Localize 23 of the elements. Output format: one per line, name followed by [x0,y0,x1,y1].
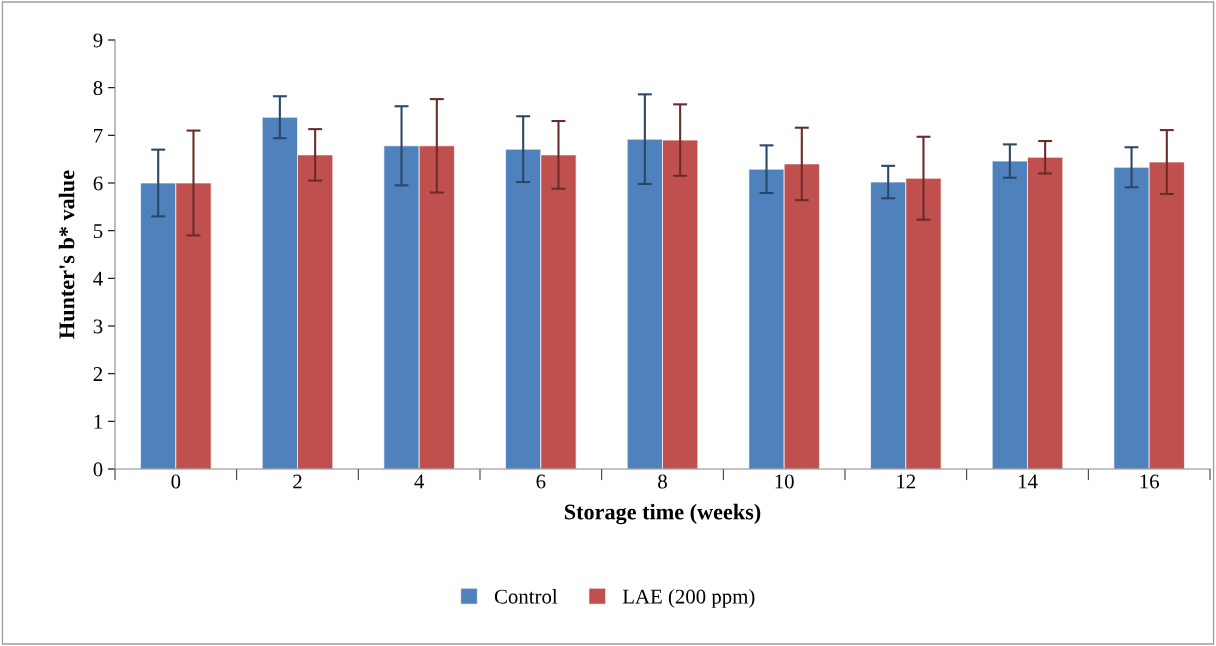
y-tick-label: 9 [93,33,103,48]
y-axis-title: Hunter's b* value [58,170,75,339]
y-tick-label: 5 [93,224,103,239]
y-tick-label: 3 [93,319,103,334]
x-tick-label: 12 [897,474,916,489]
y-tick-label: 8 [93,81,103,96]
y-tick-label: 2 [93,367,103,381]
x-tick-label: 16 [1140,474,1159,489]
y-tick-label: 1 [94,414,102,429]
x-tick-label: 8 [658,474,667,489]
x-tick-label: 4 [414,474,425,489]
legend-label: Control [494,588,558,604]
y-tick-label: 7 [94,128,103,143]
x-axis-title: Storage time (weeks) [564,503,761,525]
legend-label: LAE (200 ppm) [622,588,755,608]
x-tick-label: 10 [775,474,794,489]
y-tick-label: 4 [93,271,103,286]
y-tick-label: 0 [93,462,103,477]
x-tick-label: 14 [1018,474,1038,489]
x-tick-label: 2 [293,474,302,489]
y-tick-label: 6 [93,176,103,191]
x-tick-label: 6 [536,474,546,489]
x-tick-label: 0 [171,474,181,489]
